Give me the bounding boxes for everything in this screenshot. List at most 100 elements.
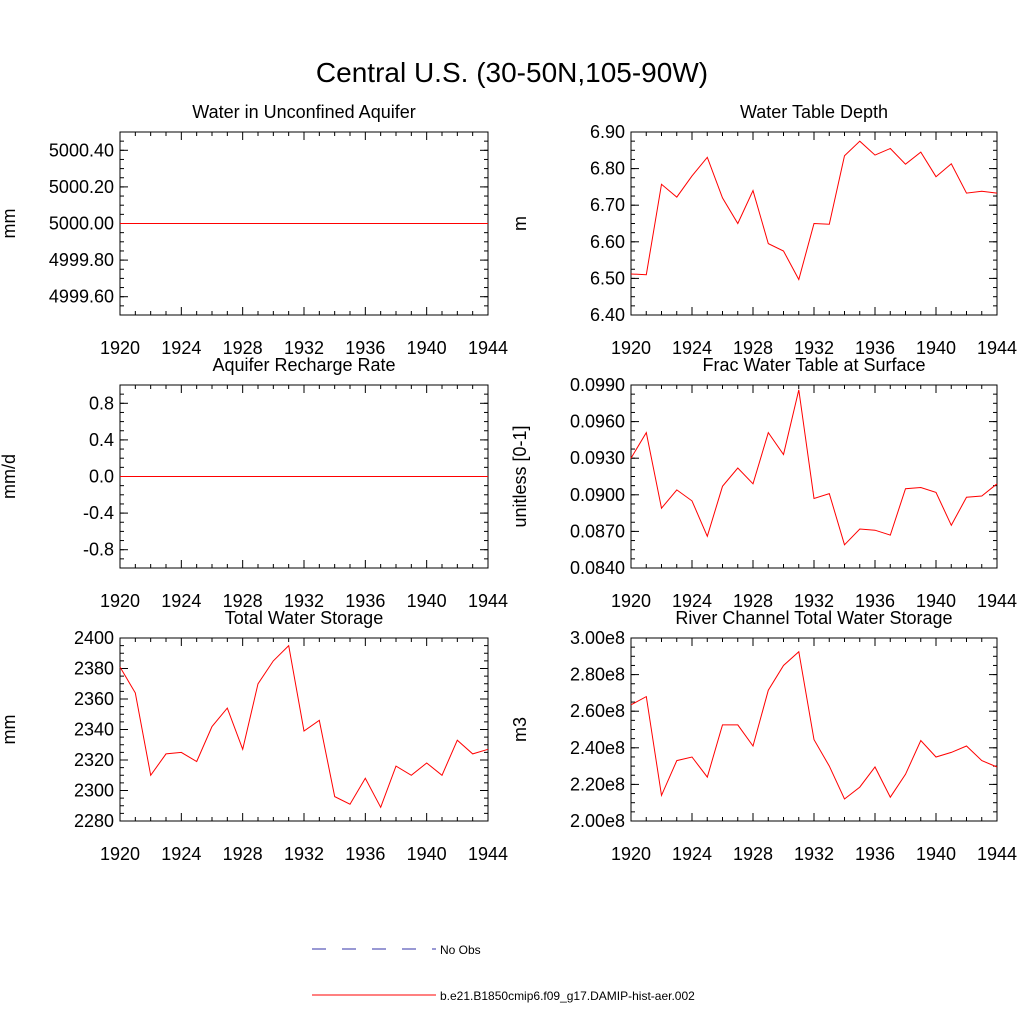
- x-tick-label: 1936: [855, 844, 895, 864]
- chart-panel-2: Water Table Depth m 1920 1924 1928 1932 1936 19…: [510, 102, 1017, 358]
- chart-title: Water in Unconfined Aquifer: [192, 102, 415, 122]
- y-axis-label: m3: [510, 717, 530, 742]
- y-tick-label: 2380: [74, 659, 114, 679]
- y-tick-label: 0.0870: [570, 521, 625, 541]
- x-tick-label: 1936: [855, 338, 895, 358]
- y-tick-label: 2.00e8: [570, 811, 625, 831]
- x-tick-label: 1920: [611, 844, 651, 864]
- chart-title: Water Table Depth: [740, 102, 888, 122]
- y-tick-label: 2400: [74, 628, 114, 648]
- chart-panel-1: Water in Unconfined Aquifer mm 1920 1924 192…: [0, 102, 508, 358]
- y-tick-label: 2.40e8: [570, 738, 625, 758]
- y-tick-label: 3.00e8: [570, 628, 625, 648]
- figure-title: Central U.S. (30-50N,105-90W): [316, 57, 708, 88]
- chart-title: Frac Water Table at Surface: [702, 355, 925, 375]
- x-tick-label: 1944: [468, 591, 508, 611]
- series-line-1: [630, 650, 998, 800]
- x-tick-label: 1928: [733, 591, 773, 611]
- x-tick-label: 1932: [794, 338, 834, 358]
- chart-panel-3: Aquifer Recharge Rate mm/d 1920 1924 1928 193…: [0, 355, 508, 611]
- y-tick-label: 6.90: [590, 122, 625, 142]
- x-tick-label: 1944: [977, 338, 1017, 358]
- y-tick-label: 0.8: [89, 393, 114, 413]
- x-tick-label: 1924: [672, 591, 712, 611]
- chart-panel-6: River Channel Total Water Storage m3 1920 1…: [510, 608, 1017, 864]
- x-tick-label: 1924: [161, 338, 201, 358]
- y-tick-label: 5000.20: [49, 177, 114, 197]
- y-tick-label: 5000.40: [49, 140, 114, 160]
- legend-label-model: b.e21.B1850cmip6.f09_g17.DAMIP-hist-aer.…: [440, 989, 695, 1003]
- y-tick-label: 0.0: [89, 467, 114, 487]
- x-tick-label: 1940: [407, 338, 447, 358]
- y-tick-label: 2340: [74, 720, 114, 740]
- x-tick-label: 1936: [345, 338, 385, 358]
- y-axis-label: mm/d: [0, 454, 19, 499]
- y-tick-label: 2300: [74, 781, 114, 801]
- y-tick-label: -0.4: [83, 503, 114, 523]
- x-tick-label: 1924: [672, 844, 712, 864]
- y-tick-label: 6.50: [590, 268, 625, 288]
- x-tick-label: 1924: [672, 338, 712, 358]
- x-tick-label: 1936: [855, 591, 895, 611]
- y-tick-label: 2.60e8: [570, 701, 625, 721]
- y-tick-label: 6.70: [590, 195, 625, 215]
- series-line-1: [630, 389, 998, 546]
- y-tick-label: 6.80: [590, 159, 625, 179]
- chart-panel-5: Total Water Storage mm 1920 1924 1928 1932 193…: [0, 608, 508, 864]
- x-tick-label: 1932: [794, 591, 834, 611]
- y-tick-label: 0.4: [89, 430, 114, 450]
- y-tick-label: 2.20e8: [570, 774, 625, 794]
- legend: No Obs b.e21.B1850cmip6.f09_g17.DAMIP-hi…: [312, 943, 695, 1003]
- x-tick-label: 1920: [611, 338, 651, 358]
- y-tick-label: 0.0990: [570, 375, 625, 395]
- x-tick-label: 1940: [916, 844, 956, 864]
- y-tick-label: 2280: [74, 811, 114, 831]
- x-tick-label: 1944: [468, 338, 508, 358]
- y-tick-label: 0.0930: [570, 448, 625, 468]
- y-tick-label: 2360: [74, 689, 114, 709]
- x-tick-label: 1932: [284, 844, 324, 864]
- legend-label-no-obs: No Obs: [440, 943, 481, 957]
- chart-title: Total Water Storage: [225, 608, 383, 628]
- series-line-1: [119, 644, 489, 809]
- x-tick-label: 1928: [733, 844, 773, 864]
- chart-panel-4: Frac Water Table at Surface unitless [0-1…: [510, 355, 1017, 611]
- y-tick-label: 5000.00: [49, 214, 114, 234]
- series-line-1: [630, 140, 998, 281]
- x-tick-label: 1928: [733, 338, 773, 358]
- x-tick-label: 1940: [916, 591, 956, 611]
- x-tick-label: 1936: [345, 591, 385, 611]
- y-axis-label: mm: [0, 209, 19, 239]
- x-tick-label: 1932: [794, 844, 834, 864]
- y-tick-label: 2320: [74, 750, 114, 770]
- y-tick-label: 0.0960: [570, 412, 625, 432]
- y-tick-label: 6.60: [590, 232, 625, 252]
- x-tick-label: 1928: [223, 591, 263, 611]
- y-tick-label: 4999.60: [49, 287, 114, 307]
- x-tick-label: 1944: [977, 591, 1017, 611]
- x-tick-label: 1940: [407, 844, 447, 864]
- x-tick-label: 1920: [100, 338, 140, 358]
- x-tick-label: 1920: [100, 844, 140, 864]
- x-tick-label: 1932: [284, 338, 324, 358]
- x-tick-label: 1932: [284, 591, 324, 611]
- x-tick-label: 1940: [407, 591, 447, 611]
- x-tick-label: 1944: [468, 844, 508, 864]
- x-tick-label: 1924: [161, 844, 201, 864]
- chart-title: Aquifer Recharge Rate: [212, 355, 395, 375]
- y-tick-label: 0.0900: [570, 485, 625, 505]
- x-tick-label: 1920: [100, 591, 140, 611]
- y-tick-label: 4999.80: [49, 250, 114, 270]
- y-tick-label: 0.0840: [570, 558, 625, 578]
- x-tick-label: 1936: [345, 844, 385, 864]
- x-tick-label: 1920: [611, 591, 651, 611]
- y-axis-label: unitless [0-1]: [510, 425, 530, 527]
- x-tick-label: 1924: [161, 591, 201, 611]
- y-tick-label: -0.8: [83, 540, 114, 560]
- x-tick-label: 1940: [916, 338, 956, 358]
- y-tick-label: 2.80e8: [570, 665, 625, 685]
- x-tick-label: 1928: [223, 338, 263, 358]
- x-tick-label: 1944: [977, 844, 1017, 864]
